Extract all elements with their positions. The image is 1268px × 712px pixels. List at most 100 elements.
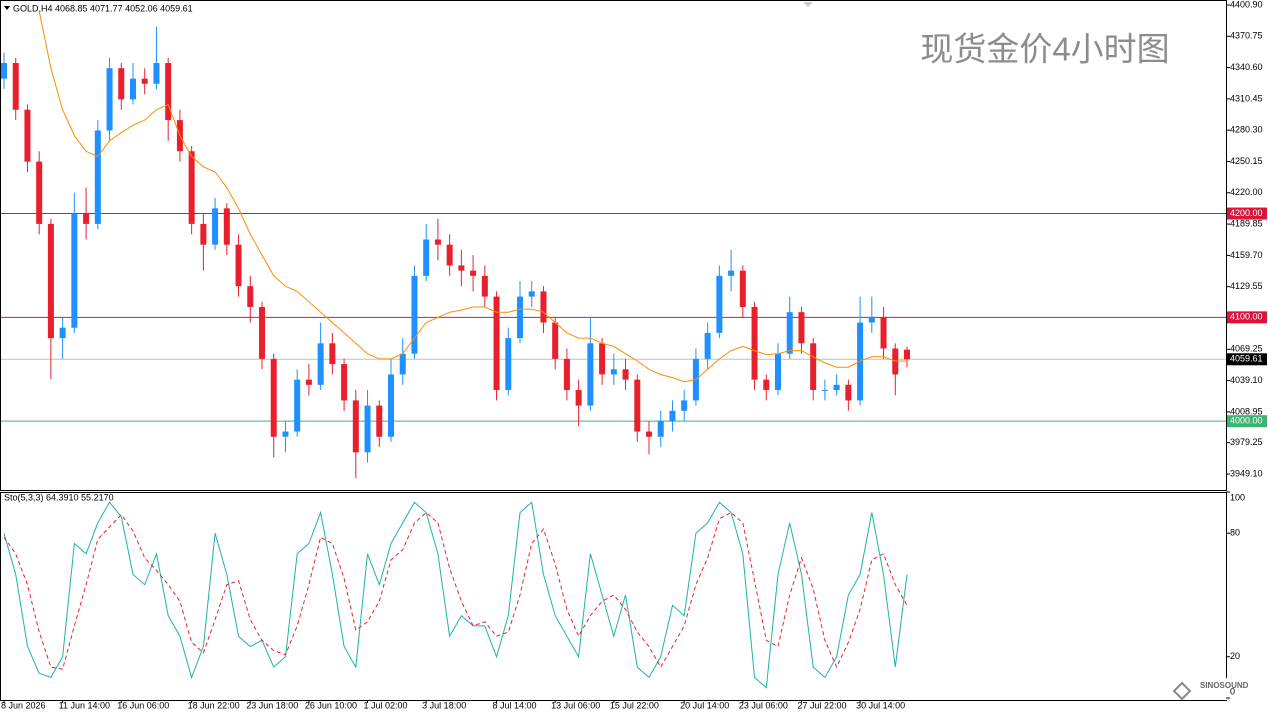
candle-body bbox=[833, 384, 840, 391]
candle-body bbox=[657, 421, 664, 437]
x-tick-label: 16 Jun 06:00 bbox=[117, 700, 169, 710]
shift-marker bbox=[803, 2, 813, 7]
candle-body bbox=[810, 343, 817, 391]
candle-body bbox=[634, 379, 641, 432]
candle-body bbox=[376, 405, 383, 437]
candle-body bbox=[716, 275, 723, 333]
candle-body bbox=[188, 151, 195, 224]
indicator-y-tick-label: 20 bbox=[1230, 651, 1240, 661]
candle-body bbox=[200, 223, 207, 245]
y-tick-label: 4220.00 bbox=[1230, 187, 1263, 197]
candle-body bbox=[329, 343, 336, 365]
candle-body bbox=[599, 343, 606, 375]
y-tick-label: 4189.85 bbox=[1230, 218, 1263, 228]
logo-box bbox=[1170, 678, 1262, 700]
candle-body bbox=[317, 343, 324, 385]
stochastic-line bbox=[3, 511, 908, 670]
watermark-title: 现货金价4小时图 bbox=[920, 31, 1169, 68]
candle-body bbox=[446, 244, 453, 266]
candle-body bbox=[388, 374, 394, 437]
level-label: 4100.00 bbox=[1230, 312, 1263, 322]
candle-body bbox=[622, 369, 629, 380]
indicator-y-tick-label: 100 bbox=[1230, 492, 1245, 502]
candle-body bbox=[223, 208, 230, 245]
header-arrow bbox=[4, 6, 10, 10]
symbol-header: GOLD,H4 4068.85 4071.77 4052.06 4059.61 bbox=[13, 3, 193, 13]
indicator-y-tick-label: 0 bbox=[1230, 686, 1235, 696]
candle-body bbox=[646, 431, 652, 437]
y-tick-label: 4008.95 bbox=[1230, 406, 1263, 416]
candle-body bbox=[153, 63, 160, 84]
candle-body bbox=[587, 343, 594, 406]
current-price-bg bbox=[1227, 353, 1267, 366]
y-tick-label: 3949.10 bbox=[1230, 468, 1263, 478]
y-tick-label: 4400.90 bbox=[1230, 0, 1263, 9]
candle-body bbox=[247, 286, 254, 307]
y-tick-label: 3979.25 bbox=[1230, 437, 1263, 447]
candle-body bbox=[739, 270, 746, 307]
candle-body bbox=[552, 322, 559, 359]
candle-body bbox=[434, 239, 441, 245]
candle-body bbox=[305, 379, 312, 385]
candle-body bbox=[364, 405, 371, 453]
candle-body bbox=[83, 213, 90, 224]
y-tick-label: 4370.75 bbox=[1230, 31, 1263, 41]
level-label-bg bbox=[1227, 207, 1267, 220]
x-tick-label: 1 Jul 02:00 bbox=[364, 700, 408, 710]
candle-body bbox=[47, 223, 54, 339]
candle-body bbox=[540, 291, 547, 323]
y-tick-label: 4250.15 bbox=[1230, 156, 1263, 166]
candle-body bbox=[517, 296, 523, 339]
x-tick-label: 18 Jun 22:00 bbox=[188, 700, 240, 710]
x-tick-label: 13 Jul 06:00 bbox=[551, 700, 600, 710]
candle-body bbox=[904, 349, 910, 360]
x-tick-label: 26 Jun 10:00 bbox=[305, 700, 357, 710]
candle-body bbox=[12, 63, 19, 110]
candle-body bbox=[411, 275, 418, 354]
candle-body bbox=[106, 68, 113, 131]
candle-body bbox=[59, 327, 66, 339]
level-label-bg bbox=[1227, 415, 1267, 428]
candle-body bbox=[493, 296, 500, 391]
candle-body bbox=[282, 431, 289, 437]
y-tick-label: 4159.70 bbox=[1230, 250, 1263, 260]
x-tick-label: 8 Jul 14:00 bbox=[493, 700, 537, 710]
candle-body bbox=[352, 400, 359, 453]
candle-body bbox=[751, 306, 758, 380]
candle-body bbox=[118, 68, 125, 100]
candle-body bbox=[669, 410, 676, 422]
candle-body bbox=[763, 379, 770, 391]
candle-body bbox=[681, 400, 688, 411]
candle-body bbox=[575, 390, 582, 406]
candle-body bbox=[141, 78, 148, 84]
x-tick-label: 8 Jun 2026 bbox=[1, 700, 46, 710]
candle-body bbox=[505, 338, 512, 391]
y-tick-label: 4340.60 bbox=[1230, 62, 1263, 72]
candle-body bbox=[458, 265, 465, 271]
level-label-bg bbox=[1227, 311, 1267, 324]
candle-body bbox=[165, 63, 172, 121]
x-tick-label: 11 Jun 14:00 bbox=[59, 700, 110, 710]
logo: SINOSOUND bbox=[1200, 681, 1249, 690]
candle-body bbox=[821, 390, 828, 392]
candle-body bbox=[786, 312, 793, 354]
candle-body bbox=[24, 109, 31, 162]
level-label: 4200.00 bbox=[1230, 208, 1263, 218]
indicator-y-tick-label: 80 bbox=[1230, 528, 1240, 538]
y-tick-label: 4039.10 bbox=[1230, 375, 1263, 385]
candle-body bbox=[423, 239, 430, 276]
candle-body bbox=[212, 208, 219, 245]
x-tick-label: 23 Jun 18:00 bbox=[246, 700, 298, 710]
x-tick-label: 30 Jul 14:00 bbox=[856, 700, 905, 710]
candle-body bbox=[270, 358, 277, 437]
y-tick-label: 4280.30 bbox=[1230, 125, 1263, 135]
x-tick-label: 20 Jul 14:00 bbox=[680, 700, 729, 710]
candle-body bbox=[528, 291, 535, 297]
y-tick-label: 4069.25 bbox=[1230, 344, 1263, 354]
candle-body bbox=[470, 270, 477, 276]
level-label: 4000.00 bbox=[1230, 416, 1263, 426]
candle-body bbox=[71, 213, 78, 328]
candle-body bbox=[610, 369, 617, 375]
